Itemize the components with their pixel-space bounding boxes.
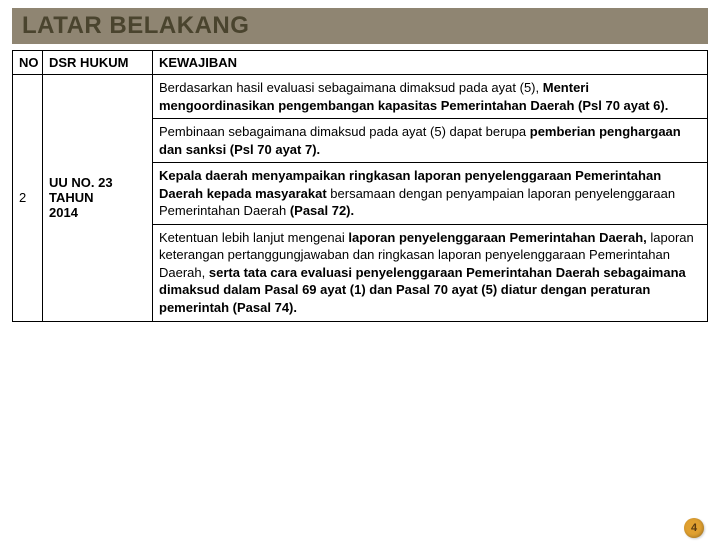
kewajiban-cell-4: Ketentuan lebih lanjut mengenai laporan …: [153, 224, 708, 321]
col-header-kewajiban: KEWAJIBAN: [153, 51, 708, 75]
kewajiban-cell-1: Berdasarkan hasil evaluasi sebagaimana d…: [153, 75, 708, 119]
text: Ketentuan lebih lanjut mengenai: [159, 230, 348, 245]
law-line3: 2014: [49, 205, 78, 220]
table-header-row: NO DSR HUKUM KEWAJIBAN: [13, 51, 708, 75]
text: Berdasarkan hasil evaluasi sebagaimana d…: [159, 80, 543, 95]
page-title-bar: LATAR BELAKANG: [12, 8, 708, 44]
cell-no: 2: [13, 75, 43, 322]
page-title: LATAR BELAKANG: [22, 12, 249, 39]
kewajiban-cell-3: Kepala daerah menyampaikan ringkasan lap…: [153, 163, 708, 225]
text-bold: (Pasal 72).: [290, 203, 354, 218]
kewajiban-cell-2: Pembinaan sebagaimana dimaksud pada ayat…: [153, 119, 708, 163]
text-bold: laporan penyelenggaraan Pemerintahan Dae…: [348, 230, 646, 245]
law-table: NO DSR HUKUM KEWAJIBAN 2 UU NO. 23 TAHUN…: [12, 50, 708, 322]
table-row: 2 UU NO. 23 TAHUN 2014 Berdasarkan hasil…: [13, 75, 708, 119]
page-number-badge: 4: [684, 518, 704, 538]
page-number: 4: [691, 522, 697, 534]
text-bold: serta tata cara evaluasi penyelenggaraan…: [159, 265, 686, 315]
cell-dsr-hukum: UU NO. 23 TAHUN 2014: [43, 75, 153, 322]
law-line1: UU NO. 23: [49, 175, 113, 190]
col-header-no: NO: [13, 51, 43, 75]
text: Pembinaan sebagaimana dimaksud pada ayat…: [159, 124, 530, 139]
col-header-dsr: DSR HUKUM: [43, 51, 153, 75]
law-line2: TAHUN: [49, 190, 94, 205]
